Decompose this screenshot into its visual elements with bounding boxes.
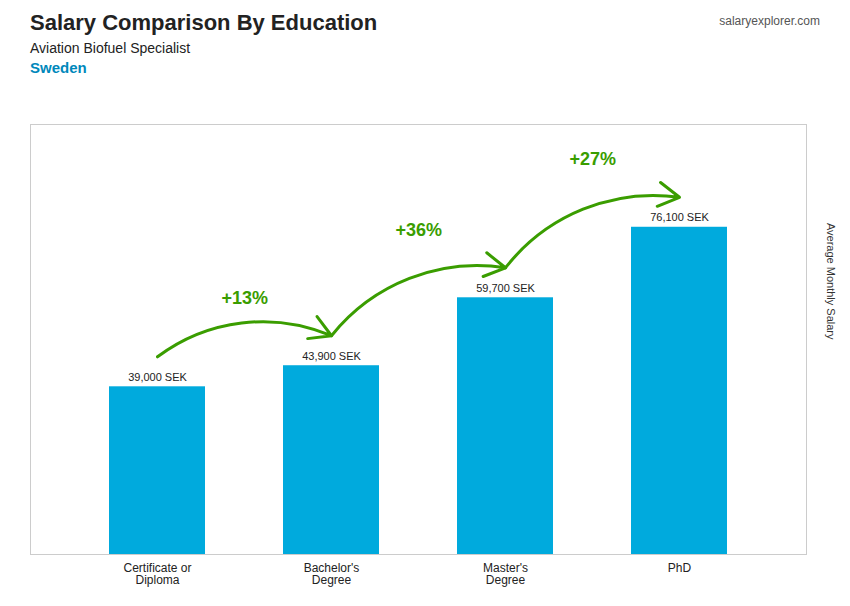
html-text:Aviation Biofuel Specialist: Aviation Biofuel Specialist xyxy=(30,40,191,56)
svg-text:+13%: +13% xyxy=(221,288,268,308)
svg-text:PhD: PhD xyxy=(668,561,692,575)
svg-text:Average Monthly Salary: Average Monthly Salary xyxy=(825,223,837,340)
html-text:salaryexplorer.com: salaryexplorer.com xyxy=(719,14,820,28)
svg-text:59,700 SEK: 59,700 SEK xyxy=(476,282,535,294)
svg-text:76,100 SEK: 76,100 SEK xyxy=(650,211,709,223)
html-text:Salary Comparison By Education: Salary Comparison By Education xyxy=(30,10,378,35)
svg-text:43,900 SEK: 43,900 SEK xyxy=(302,350,361,362)
svg-text:+36%: +36% xyxy=(395,220,442,240)
svg-text:+27%: +27% xyxy=(569,149,616,169)
html-text:Sweden: Sweden xyxy=(30,59,87,76)
svg-text:39,000 SEK: 39,000 SEK xyxy=(128,371,187,383)
svg-text:Bachelor'sDegree: Bachelor'sDegree xyxy=(304,561,360,587)
svg-text:Certificate orDiploma: Certificate orDiploma xyxy=(123,561,191,587)
svg-text:Master'sDegree: Master'sDegree xyxy=(483,561,528,587)
